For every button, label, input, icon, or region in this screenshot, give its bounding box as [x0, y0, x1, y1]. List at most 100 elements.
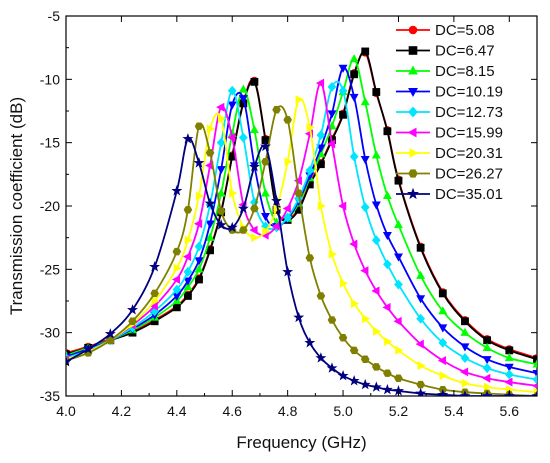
- data-point: [238, 132, 248, 143]
- x-tick-label: 4.2: [112, 403, 132, 419]
- y-tick-label: -30: [40, 325, 60, 341]
- data-point: [360, 202, 370, 213]
- legend-item: DC=10.19: [396, 84, 503, 101]
- data-point: [360, 266, 369, 276]
- x-axis-title: Frequency (GHz): [236, 433, 366, 452]
- legend-label: DC=20.31: [435, 145, 503, 162]
- data-point: [128, 317, 137, 326]
- data-point: [249, 225, 258, 235]
- data-point: [531, 390, 537, 396]
- data-point: [173, 263, 182, 273]
- data-point: [82, 343, 94, 354]
- y-tick-label: -15: [40, 135, 60, 151]
- data-point: [250, 77, 259, 86]
- data-point: [350, 299, 360, 308]
- data-point: [394, 220, 403, 229]
- data-point: [172, 303, 181, 312]
- data-point: [533, 355, 537, 364]
- data-point: [438, 306, 448, 315]
- data-point: [415, 387, 427, 396]
- data-point: [532, 383, 537, 389]
- data-point: [349, 93, 359, 103]
- data-point: [272, 106, 281, 114]
- data-point: [416, 295, 426, 304]
- data-point: [349, 346, 359, 355]
- data-point: [483, 336, 492, 345]
- data-point: [338, 85, 348, 96]
- data-point: [249, 125, 259, 134]
- data-point: [316, 144, 326, 153]
- x-tick-label: 5.0: [333, 403, 353, 419]
- data-point: [316, 292, 326, 300]
- data-point: [194, 241, 204, 252]
- legend-item: DC=6.47: [396, 43, 495, 60]
- legend-item: DC=35.01: [396, 186, 503, 203]
- data-point: [416, 313, 425, 324]
- data-point: [239, 226, 248, 234]
- data-point: [248, 160, 260, 172]
- data-point: [261, 157, 270, 166]
- data-point: [349, 239, 358, 249]
- data-point: [361, 47, 370, 56]
- legend-item: DC=5.08: [396, 22, 495, 39]
- data-point: [327, 316, 337, 324]
- data-point: [383, 369, 392, 377]
- legend-marker: [408, 88, 418, 97]
- data-point: [360, 97, 370, 106]
- data-point: [360, 155, 370, 165]
- data-point: [171, 185, 183, 196]
- data-point: [461, 378, 470, 388]
- data-point: [360, 355, 370, 364]
- data-point: [271, 195, 283, 206]
- series-line: [66, 97, 537, 394]
- data-point: [227, 101, 237, 110]
- data-point: [317, 201, 326, 211]
- data-point: [505, 346, 514, 355]
- legend-item: DC=26.27: [396, 166, 503, 183]
- data-point: [383, 127, 392, 136]
- y-tick-label: -10: [40, 71, 60, 87]
- data-point: [294, 189, 304, 198]
- data-point: [284, 157, 293, 167]
- data-point: [282, 204, 291, 213]
- data-point: [371, 286, 380, 296]
- data-point: [338, 201, 347, 211]
- data-point: [206, 124, 216, 134]
- data-point: [483, 382, 493, 392]
- legend-marker: [408, 65, 418, 75]
- data-point: [327, 110, 337, 119]
- data-point: [306, 123, 315, 132]
- data-point: [438, 289, 447, 298]
- legend-marker: [408, 169, 418, 178]
- data-point: [382, 302, 391, 312]
- data-point: [504, 369, 514, 380]
- data-point: [315, 352, 327, 363]
- data-point: [437, 356, 446, 365]
- data-point: [184, 292, 192, 300]
- legend-marker: [407, 187, 419, 200]
- data-point: [194, 264, 204, 273]
- data-point: [195, 275, 203, 284]
- data-point: [193, 157, 205, 168]
- data-point: [460, 343, 470, 352]
- data-point: [184, 235, 193, 245]
- legend-item: DC=8.15: [396, 63, 495, 80]
- data-point: [216, 137, 226, 148]
- data-point: [104, 328, 116, 339]
- data-point: [315, 78, 325, 88]
- data-point: [393, 316, 402, 326]
- legend-label: DC=10.19: [435, 84, 503, 101]
- data-point: [237, 202, 249, 214]
- data-point: [149, 261, 161, 272]
- legend-item: DC=20.31: [396, 145, 503, 162]
- data-point: [370, 381, 382, 392]
- data-point: [394, 279, 403, 290]
- data-point: [183, 277, 193, 286]
- data-point: [372, 363, 381, 371]
- legend-marker: [408, 106, 418, 118]
- x-tick-label: 4.8: [278, 403, 298, 419]
- data-point: [394, 374, 403, 383]
- data-point: [417, 361, 426, 371]
- data-point: [182, 133, 194, 144]
